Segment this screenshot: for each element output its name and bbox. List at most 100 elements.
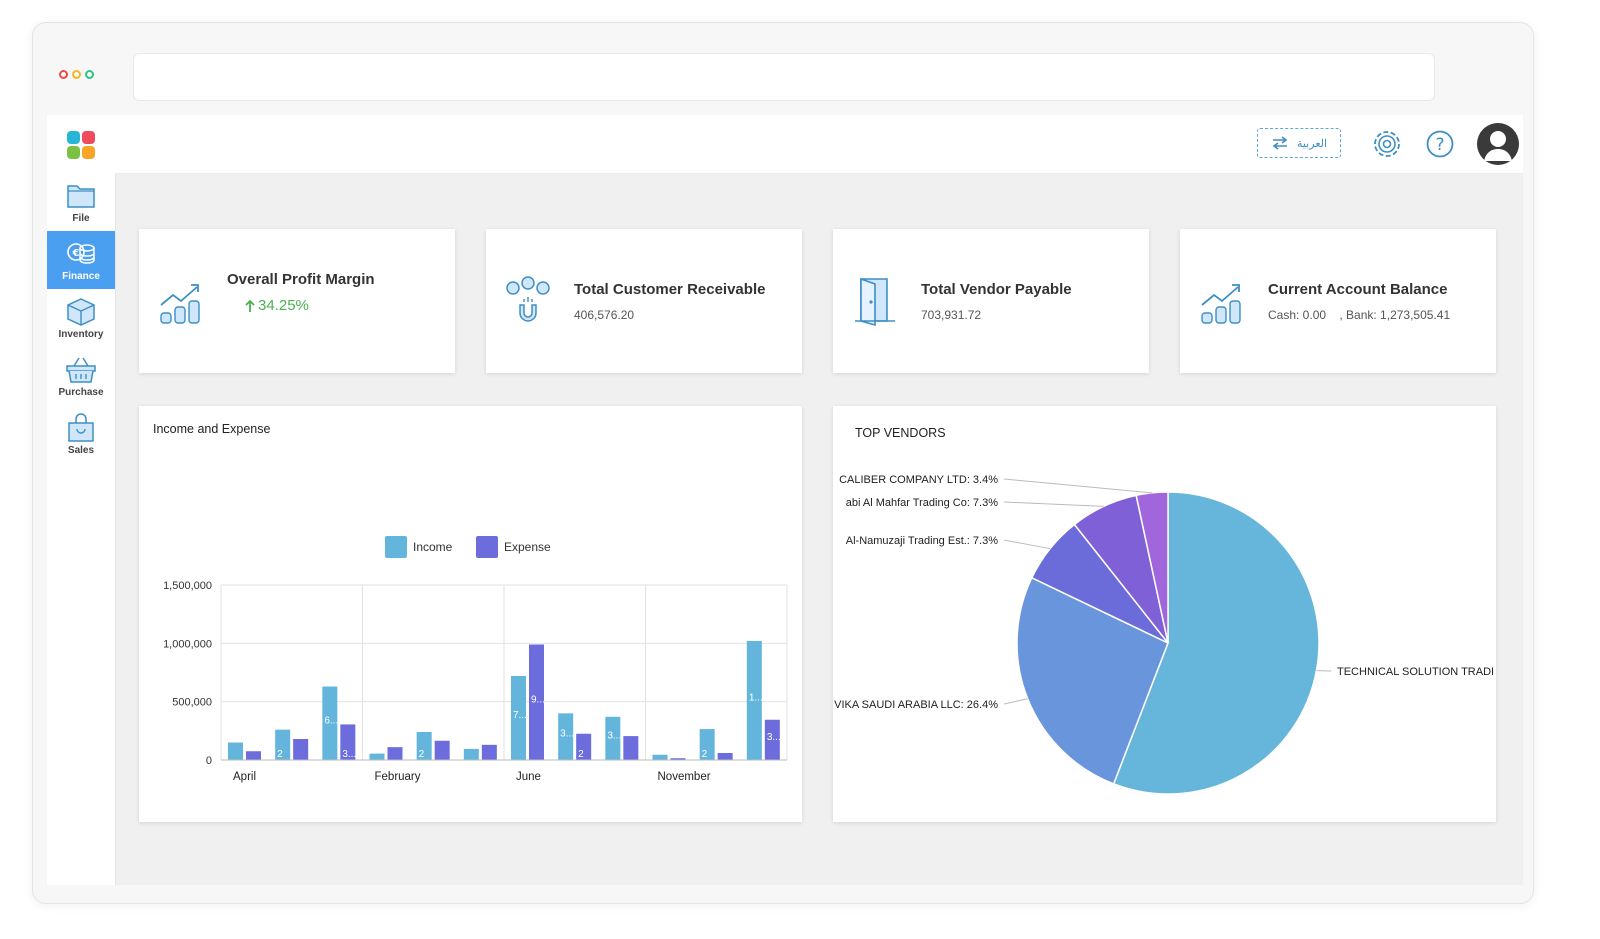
- x-tick-label: June: [516, 771, 541, 783]
- kpi-value: 703,931.72: [921, 308, 982, 322]
- bar-expense: [340, 724, 356, 760]
- pie-leader-line: [1003, 478, 1153, 494]
- pie-slice-label: Al-Namuzaji Trading Est.: 7.3%: [846, 535, 998, 547]
- sidebar: File € Finance Inventory: [47, 173, 116, 885]
- bar-income: [322, 686, 338, 760]
- sidebar-item-inventory[interactable]: Inventory: [47, 289, 115, 347]
- legend-income[interactable]: Income: [385, 536, 452, 558]
- pie-slice: [1016, 576, 1169, 785]
- bar-data-label: 3...: [767, 732, 781, 743]
- svg-text:?: ?: [1435, 135, 1444, 155]
- kpi-card-customer-receivable[interactable]: Total Customer Receivable 406,576.20: [486, 229, 802, 373]
- bar-data-label: 1...: [749, 693, 763, 704]
- legend-expense[interactable]: Expense: [476, 536, 551, 558]
- bar-data-label: 7...: [513, 710, 527, 721]
- bar-expense: [387, 747, 403, 760]
- bar-data-label: 9...: [531, 694, 545, 705]
- kpi-value-group: 34.25%: [245, 297, 309, 314]
- basket-icon: [66, 357, 96, 383]
- income-expense-card: Income and Expense Income Expense 0 500,0…: [139, 406, 802, 822]
- sidebar-item-label: Sales: [67, 444, 95, 456]
- browser-window: العربية ?: [32, 22, 1534, 904]
- bar-income: [652, 754, 668, 760]
- folder-icon: [67, 184, 95, 208]
- sidebar-item-finance[interactable]: € Finance: [47, 231, 115, 289]
- sidebar-item-file[interactable]: File: [47, 173, 115, 231]
- x-tick-label: April: [233, 771, 256, 783]
- kpi-card-profit-margin[interactable]: Overall Profit Margin 34.25%: [139, 229, 455, 373]
- pie-slice-label: TECHNICAL SOLUTION TRADIN: [1337, 666, 1496, 678]
- kpi-value: Cash: 0.00 , Bank: 1,273,505.41: [1268, 308, 1451, 322]
- bar-data-label: 2: [277, 749, 283, 760]
- bar-data-label: 2: [419, 749, 425, 760]
- y-tick-label: 1,000,000: [163, 638, 212, 650]
- pie-slice-label: CALIBER COMPANY LTD: 3.4%: [839, 474, 998, 486]
- close-dot[interactable]: [59, 70, 68, 79]
- bag-icon: [68, 412, 94, 442]
- sidebar-item-label: Inventory: [58, 328, 104, 340]
- bar-data-label: 2: [702, 749, 708, 760]
- help-icon[interactable]: ?: [1425, 129, 1455, 159]
- sidebar-item-label: Purchase: [58, 386, 104, 398]
- bar-income: [275, 729, 291, 760]
- pie-slice-label: VIKA SAUDI ARABIA LLC: 26.4%: [834, 699, 998, 711]
- bar-income: [511, 676, 526, 760]
- language-switch-button[interactable]: العربية: [1257, 128, 1341, 158]
- customer-magnet-icon: [506, 276, 550, 322]
- bar-chart: 0 500,000 1,000,000 1,500,000 2 6... 2 7... 3...…: [163, 580, 788, 783]
- kpi-title: Current Account Balance: [1268, 281, 1448, 298]
- bar-expense: [434, 740, 450, 760]
- arrow-up-icon: [245, 299, 255, 312]
- kpi-value: 34.25%: [258, 297, 309, 314]
- legend-label: Expense: [504, 540, 551, 554]
- pie-leader-line: [1003, 501, 1104, 507]
- kpi-title: Overall Profit Margin: [227, 271, 375, 288]
- app-container: العربية ?: [47, 115, 1523, 885]
- bar-expense: [670, 758, 686, 760]
- bar-expense: [576, 733, 592, 760]
- sidebar-item-label: File: [72, 212, 90, 224]
- bar-expense: [293, 739, 309, 760]
- top-bar: العربية ?: [47, 115, 1523, 174]
- chart-title: Income and Expense: [153, 422, 271, 436]
- pie-leader-line: [1003, 539, 1051, 550]
- chart-title: TOP VENDORS: [855, 426, 946, 440]
- bar-income: [699, 729, 715, 760]
- kpi-card-vendor-payable[interactable]: Total Vendor Payable 703,931.72: [833, 229, 1149, 373]
- top-vendors-card: TOP VENDORS TECHNICAL SOLUTION TRADIN VIK…: [833, 406, 1496, 822]
- bar-data-label: 3...: [560, 729, 574, 740]
- settings-gear-icon[interactable]: [1372, 129, 1402, 159]
- bar-data-label: 6...: [324, 715, 338, 726]
- x-tick-label: February: [375, 771, 421, 783]
- y-tick-label: 1,500,000: [163, 580, 212, 592]
- bar-income: [605, 716, 621, 760]
- user-avatar[interactable]: [1477, 123, 1519, 165]
- legend-swatch: [385, 536, 407, 558]
- bar-income: [746, 641, 762, 760]
- bar-expense: [246, 751, 261, 760]
- legend-swatch: [476, 536, 498, 558]
- growth-chart-icon: [1201, 284, 1241, 324]
- kpi-value: 406,576.20: [574, 308, 635, 322]
- kpi-card-account-balance[interactable]: Current Account Balance Cash: 0.00 , Ban…: [1180, 229, 1496, 373]
- legend-label: Income: [413, 540, 453, 554]
- y-tick-label: 0: [206, 755, 212, 767]
- bar-data-label: 2: [578, 749, 584, 760]
- kpi-title: Total Vendor Payable: [921, 281, 1072, 298]
- sidebar-item-purchase[interactable]: Purchase: [47, 347, 115, 405]
- maximize-dot[interactable]: [85, 70, 94, 79]
- growth-chart-icon: [160, 284, 200, 324]
- address-bar[interactable]: [133, 53, 1435, 101]
- sidebar-item-label: Finance: [62, 270, 100, 282]
- minimize-dot[interactable]: [72, 70, 81, 79]
- y-tick-label: 500,000: [172, 697, 212, 709]
- pie-chart: TECHNICAL SOLUTION TRADIN VIKA SAUDI ARAB…: [834, 406, 1496, 822]
- clip-edge: [1495, 406, 1496, 822]
- sidebar-item-sales[interactable]: Sales: [47, 405, 115, 463]
- kpi-title: Total Customer Receivable: [574, 281, 766, 298]
- door-icon: [855, 277, 895, 327]
- bar-income: [558, 713, 574, 760]
- app-logo[interactable]: [67, 131, 95, 159]
- svg-text:€: €: [72, 248, 80, 259]
- bar-expense: [529, 644, 544, 760]
